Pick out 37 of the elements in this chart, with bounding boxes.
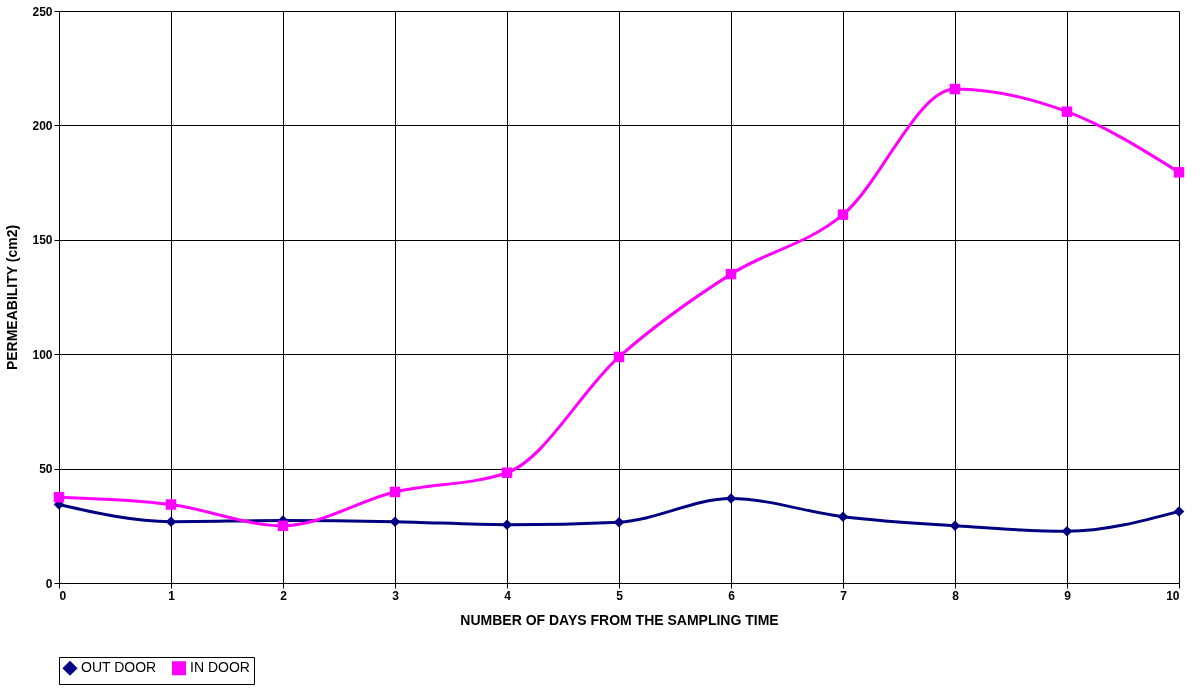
x-tick-label: 2 xyxy=(280,588,288,603)
point xyxy=(1061,526,1073,537)
legend-label: IN DOOR xyxy=(190,659,250,676)
point xyxy=(501,467,513,478)
x-tick-label: 3 xyxy=(392,588,400,603)
x-tick-label: 9 xyxy=(1064,588,1072,603)
point xyxy=(837,511,849,522)
point xyxy=(389,486,401,498)
legend-label: OUT DOOR xyxy=(81,659,157,676)
x-tick-label: 6 xyxy=(728,588,736,603)
x-tick-label: 10 xyxy=(1166,588,1180,603)
y-tick-label: 0 xyxy=(45,576,53,591)
x-axis-title: NUMBER OF DAYS FROM THE SAMPLING TIME xyxy=(460,611,779,628)
x-tick-label: 1 xyxy=(168,588,176,603)
point xyxy=(1061,106,1073,117)
point xyxy=(165,499,177,510)
x-tick-label: 7 xyxy=(840,588,848,603)
y-tick-label: 100 xyxy=(32,347,53,362)
y-tick-label: 250 xyxy=(32,4,53,19)
point xyxy=(949,83,961,95)
y-axis-title: PERMEABILITY (cm2) xyxy=(4,224,21,371)
y-tick-label: 200 xyxy=(32,118,53,133)
x-tick-label: 0 xyxy=(59,588,67,603)
point xyxy=(1173,506,1185,517)
y-tick-label: 50 xyxy=(39,462,53,477)
point xyxy=(53,491,65,503)
point xyxy=(1173,167,1185,178)
point xyxy=(725,493,737,504)
point xyxy=(837,209,849,220)
x-tick-label: 4 xyxy=(504,588,512,603)
point xyxy=(613,351,625,363)
point xyxy=(725,268,737,280)
x-tick-label: 5 xyxy=(616,588,624,603)
x-tick-label: 8 xyxy=(952,588,960,603)
point xyxy=(389,516,401,527)
point xyxy=(277,520,289,532)
y-tick-label: 150 xyxy=(32,233,53,248)
